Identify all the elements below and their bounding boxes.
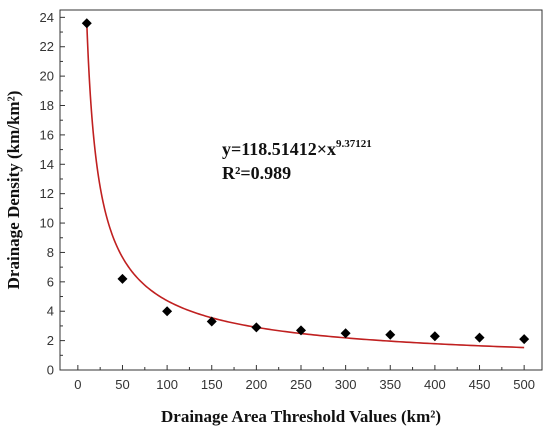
x-tick-label: 500 [513, 377, 535, 392]
data-point [296, 325, 306, 336]
data-point [429, 331, 440, 342]
data-point [206, 316, 217, 327]
y-tick-label: 16 [40, 127, 54, 142]
y-tick-label: 10 [40, 216, 54, 231]
data-point [117, 273, 128, 284]
y-tick-label: 12 [40, 186, 54, 201]
y-tick-label: 8 [47, 245, 54, 260]
equation-annotation: y=118.51412×x9.37121 [222, 138, 372, 159]
data-point [340, 328, 351, 339]
x-tick-label: 200 [246, 377, 268, 392]
data-point [519, 334, 530, 345]
y-tick-label: 18 [40, 98, 54, 113]
x-axis-title: Drainage Area Threshold Values (km²) [161, 407, 441, 426]
y-tick-label: 2 [47, 333, 54, 348]
y-tick-label: 24 [40, 10, 54, 25]
y-tick-label: 20 [40, 69, 54, 84]
plot-frame [59, 9, 543, 371]
x-tick-label: 250 [290, 377, 312, 392]
y-tick-label: 6 [47, 274, 54, 289]
data-point [251, 322, 262, 333]
y-axis-title: Drainage Density (km/km²) [4, 91, 23, 290]
y-tick-label: 0 [47, 363, 54, 378]
y-tick-label: 14 [40, 157, 54, 172]
x-tick-label: 400 [424, 377, 446, 392]
x-axis-ticks: 0 50 100 150 200 250 300 350 400 450 500 [74, 365, 535, 392]
x-tick-label: 50 [115, 377, 129, 392]
x-tick-label: 100 [156, 377, 178, 392]
equation-exponent: 9.37121 [336, 138, 372, 150]
x-tick-label: 450 [469, 377, 491, 392]
data-point [162, 306, 173, 317]
data-points [81, 18, 530, 345]
x-tick-label: 150 [201, 377, 223, 392]
r-squared-annotation: R²=0.989 [222, 163, 291, 183]
data-point [385, 329, 396, 340]
y-tick-label: 4 [47, 304, 54, 319]
equation-base: y=118.51412×x [222, 139, 336, 159]
x-tick-label: 300 [335, 377, 357, 392]
y-tick-label: 22 [40, 39, 54, 54]
x-tick-label: 0 [74, 377, 81, 392]
data-point [81, 18, 92, 29]
fit-curve [85, 22, 525, 349]
x-tick-label: 350 [379, 377, 401, 392]
data-point [474, 332, 485, 343]
